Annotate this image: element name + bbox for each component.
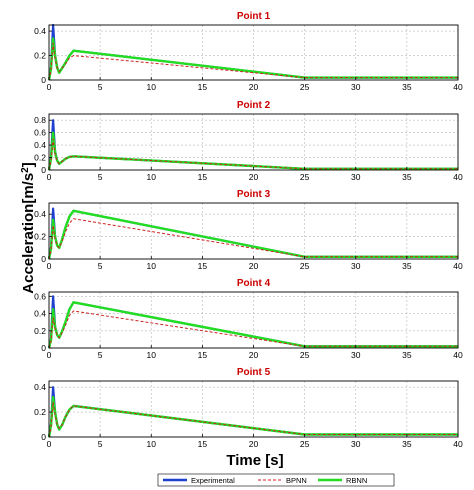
- x-tick-label: 15: [198, 82, 208, 92]
- x-tick-label: 15: [198, 261, 208, 271]
- y-axis-title-sup: 2: [20, 167, 31, 173]
- y-tick-label: 0: [41, 165, 46, 175]
- y-tick-label: 0.4: [34, 382, 46, 392]
- panel-5: Point 5 0 5 10 15 20 25 30 35 40 0 0.2 0.4: [34, 367, 463, 449]
- panel-title: Point 5: [237, 367, 271, 378]
- x-tick-label: 40: [453, 350, 463, 360]
- y-tick-label: 0.2: [34, 407, 46, 417]
- x-tick-label: 20: [249, 439, 259, 449]
- x-tick-label: 25: [300, 261, 310, 271]
- x-tick-label: 35: [402, 172, 412, 182]
- x-tick-label: 30: [351, 261, 361, 271]
- y-tick-label: 0: [41, 432, 46, 442]
- x-tick-label: 20: [249, 82, 259, 92]
- x-tick-label: 40: [453, 172, 463, 182]
- legend: Experimental BPNN RBNN: [157, 473, 395, 487]
- x-tick-label: 35: [402, 261, 412, 271]
- x-tick-label: 0: [47, 172, 52, 182]
- x-tick-label: 5: [98, 82, 103, 92]
- x-tick-label: 5: [98, 172, 103, 182]
- legend-label-experimental: Experimental: [191, 476, 235, 485]
- series-line-bpnn: [48, 138, 458, 171]
- series-line-bpnn: [48, 42, 458, 81]
- x-tick-label: 10: [147, 261, 157, 271]
- y-tick-label: 0.2: [34, 153, 46, 163]
- panel-1: Point 1 0 5 10 15 20 25 30 35 40 0 0.2 0.4: [34, 11, 463, 92]
- x-tick-label: 40: [453, 261, 463, 271]
- x-tick-label: 35: [402, 82, 412, 92]
- x-tick-label: 20: [249, 350, 259, 360]
- legend-label-rbnn: RBNN: [346, 476, 367, 485]
- panel-title: Point 2: [237, 100, 271, 111]
- x-tick-label: 25: [300, 350, 310, 360]
- x-tick-label: 40: [453, 82, 463, 92]
- y-axis-title: Acceleration[m/s2]: [20, 162, 38, 293]
- x-tick-label: 10: [147, 172, 157, 182]
- legend-label-bpnn: BPNN: [286, 476, 307, 485]
- y-tick-label: 0.6: [34, 128, 46, 138]
- x-tick-label: 30: [351, 172, 361, 182]
- x-tick-label: 25: [300, 82, 310, 92]
- y-tick-label: 0.2: [34, 326, 46, 336]
- y-axis-title-base: Acceleration[m/s: [20, 173, 37, 294]
- y-tick-label: 0.6: [34, 291, 46, 301]
- x-tick-label: 5: [98, 261, 103, 271]
- x-tick-label: 25: [300, 172, 310, 182]
- x-tick-label: 0: [47, 82, 52, 92]
- x-tick-label: 20: [249, 261, 259, 271]
- y-tick-label: 0: [41, 254, 46, 264]
- y-tick-label: 0.4: [34, 140, 46, 150]
- x-tick-label: 15: [198, 439, 208, 449]
- x-tick-label: 25: [300, 439, 310, 449]
- y-tick-label: 0.2: [34, 232, 46, 242]
- y-tick-label: 0: [41, 75, 46, 85]
- y-tick-label: 0.8: [34, 115, 46, 125]
- x-tick-label: 15: [198, 172, 208, 182]
- panel-title: Point 4: [237, 278, 271, 289]
- x-tick-label: 30: [351, 350, 361, 360]
- series-line-bpnn: [48, 310, 458, 349]
- panel-4: Point 4 0 5 10 15 20 25 30 35 40 0 0.2 0.4 0.6: [34, 278, 463, 360]
- y-tick-label: 0: [41, 343, 46, 353]
- panel-title: Point 3: [237, 189, 271, 200]
- x-tick-label: 0: [47, 261, 52, 271]
- x-tick-label: 35: [402, 350, 412, 360]
- x-tick-label: 0: [47, 439, 52, 449]
- x-tick-label: 10: [147, 439, 157, 449]
- x-tick-label: 30: [351, 439, 361, 449]
- x-tick-label: 40: [453, 439, 463, 449]
- x-axis-title: Time [s]: [226, 452, 283, 469]
- y-axis-title-end: ]: [20, 162, 37, 167]
- x-tick-label: 35: [402, 439, 412, 449]
- x-tick-label: 30: [351, 82, 361, 92]
- x-tick-label: 20: [249, 172, 259, 182]
- panel-3: Point 3 0 5 10 15 20 25 30 35 40 0 0.2 0.4: [34, 189, 463, 271]
- x-tick-label: 15: [198, 350, 208, 360]
- series-line-bpnn: [48, 218, 458, 260]
- y-tick-label: 0.4: [34, 309, 46, 319]
- x-tick-label: 10: [147, 82, 157, 92]
- x-tick-label: 5: [98, 350, 103, 360]
- x-tick-label: 0: [47, 350, 52, 360]
- y-tick-label: 0.4: [34, 209, 46, 219]
- series-line-bpnn: [48, 401, 458, 438]
- panel-title: Point 1: [237, 11, 271, 22]
- x-tick-label: 10: [147, 350, 157, 360]
- y-tick-label: 0.4: [34, 26, 46, 36]
- x-tick-label: 5: [98, 439, 103, 449]
- y-tick-label: 0.2: [34, 51, 46, 61]
